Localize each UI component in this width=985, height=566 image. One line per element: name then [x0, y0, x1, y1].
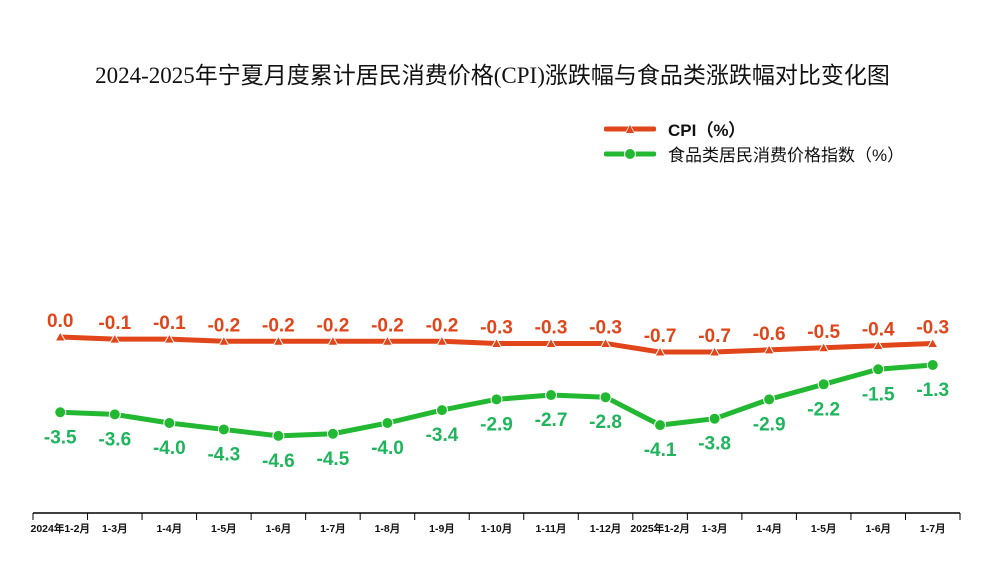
data-label: -0.2	[262, 315, 295, 336]
x-tick-label: 1-3月	[102, 523, 128, 535]
data-point-food	[54, 406, 67, 419]
data-label: -2.9	[480, 414, 513, 435]
x-tick-label: 1-3月	[702, 523, 728, 535]
data-point-cpi	[381, 335, 394, 346]
data-label: -0.4	[862, 320, 895, 341]
data-label: -0.3	[535, 317, 568, 338]
data-label: -4.1	[644, 440, 677, 461]
data-label: -4.6	[262, 451, 295, 472]
data-point-cpi	[272, 335, 285, 346]
x-tick-label: 1-10月	[481, 523, 513, 535]
data-point-cpi	[436, 335, 448, 346]
legend-label-cpi: CPI（%）	[668, 121, 746, 140]
data-point-food	[272, 429, 285, 442]
x-tick-label: 1-11月	[536, 523, 567, 535]
data-point-cpi	[708, 346, 721, 357]
data-point-food	[545, 389, 558, 402]
data-point-food	[381, 417, 394, 429]
data-point-food	[326, 427, 339, 440]
data-label: -1.3	[916, 380, 949, 401]
data-label: -0.2	[317, 315, 350, 336]
data-point-cpi	[599, 337, 612, 348]
data-point-food	[435, 404, 448, 417]
data-point-food	[763, 393, 776, 406]
x-tick-label: 1-5月	[211, 523, 237, 535]
data-point-cpi	[163, 333, 176, 344]
x-tick-label: 1-4月	[156, 523, 182, 535]
data-point-food	[654, 419, 667, 432]
data-point-food	[817, 378, 830, 391]
data-label: -0.7	[698, 326, 731, 347]
chart-title: 2024-2025年宁夏月度累计居民消费价格(CPI)涨跌幅与食品类涨跌幅对比变…	[95, 63, 890, 88]
x-tick-label: 1-4月	[756, 523, 782, 535]
circle-marker-icon	[604, 147, 656, 160]
data-point-cpi	[327, 335, 339, 346]
x-tick-label: 2025年1-2月	[630, 522, 690, 535]
triangle-marker-icon	[604, 123, 656, 133]
data-label: -0.7	[644, 326, 677, 347]
data-label: -2.2	[807, 399, 840, 420]
data-point-cpi	[654, 346, 666, 357]
data-label: -0.2	[426, 315, 459, 336]
data-label: -0.2	[371, 315, 404, 336]
data-label: -4.0	[153, 438, 186, 459]
data-point-cpi	[54, 330, 67, 342]
data-label: -4.3	[207, 444, 240, 465]
data-label: -3.6	[98, 429, 131, 450]
data-label: -3.5	[44, 427, 77, 448]
data-point-cpi	[763, 343, 775, 355]
x-tick-label: 1-5月	[811, 523, 837, 535]
data-label: -2.8	[589, 412, 622, 433]
x-tick-label: 1-6月	[865, 523, 891, 535]
data-label: -0.3	[916, 317, 949, 338]
data-label: -0.3	[589, 317, 622, 338]
data-point-cpi	[545, 337, 557, 348]
x-tick-label: 1-12月	[590, 523, 622, 535]
data-label: -1.5	[862, 384, 895, 405]
data-point-food	[599, 391, 612, 404]
data-point-food	[163, 417, 176, 429]
data-point-cpi	[817, 341, 830, 353]
data-point-food	[708, 412, 721, 425]
data-label: -2.7	[535, 410, 568, 431]
data-label: -3.8	[698, 434, 731, 455]
legend-item-cpi: CPI（%）	[604, 116, 745, 141]
legend-item-food: 食品类居民消费价格指数（%）	[604, 141, 904, 166]
x-tick-label: 1-6月	[266, 523, 292, 535]
data-point-food	[217, 423, 230, 436]
x-tick-label: 1-8月	[375, 523, 401, 535]
data-point-cpi	[926, 337, 939, 348]
data-label: -0.1	[153, 313, 186, 334]
x-tick-label: 1-7月	[320, 523, 346, 535]
data-label: -0.1	[98, 313, 131, 334]
data-label: 0.0	[47, 311, 73, 332]
data-point-food	[872, 363, 885, 376]
data-label: -0.2	[207, 315, 240, 336]
data-point-food	[490, 393, 503, 406]
data-point-food	[108, 408, 121, 421]
data-point-cpi	[490, 337, 503, 348]
x-tick-label: 1-9月	[429, 523, 455, 535]
data-point-cpi	[218, 335, 230, 346]
data-point-cpi	[108, 333, 121, 344]
x-tick-label: 1-7月	[920, 523, 946, 535]
legend-label-food: 食品类居民消费价格指数（%）	[668, 146, 905, 165]
data-label: -0.5	[807, 322, 840, 343]
data-label: -4.5	[317, 449, 350, 470]
data-label: -0.6	[753, 324, 786, 345]
data-point-food	[926, 358, 939, 371]
data-label: -2.9	[753, 414, 786, 435]
data-label: -4.0	[371, 438, 404, 459]
data-point-cpi	[872, 339, 885, 351]
x-tick-label: 2024年1-2月	[30, 522, 90, 535]
data-label: -0.3	[480, 317, 513, 338]
data-label: -3.4	[426, 425, 459, 446]
